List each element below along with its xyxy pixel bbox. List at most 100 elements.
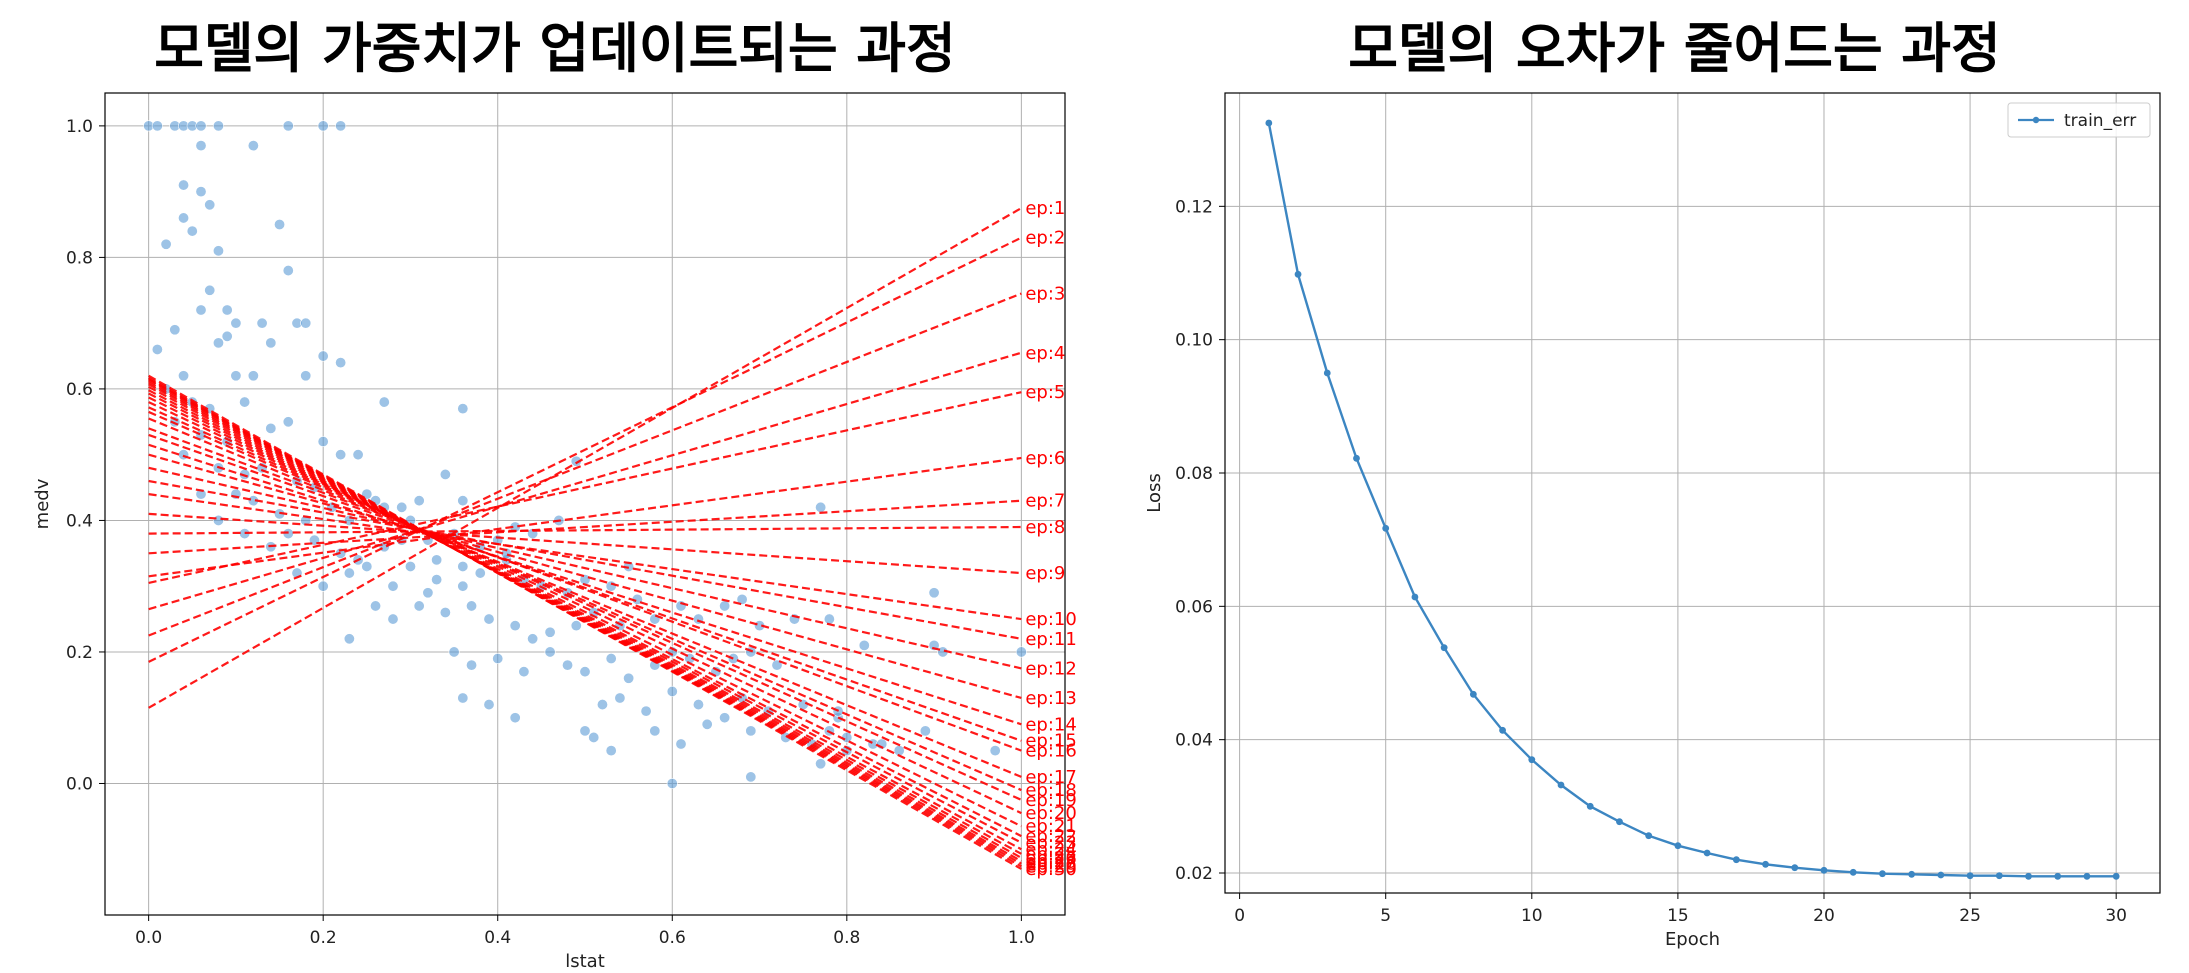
right-x-tick-label: 0 (1234, 906, 1245, 926)
scatter-point (666, 777, 678, 789)
loss-point (1382, 524, 1390, 532)
scatter-point (439, 468, 451, 480)
scatter-point (596, 699, 608, 711)
scatter-point (823, 613, 835, 625)
scatter-point (300, 370, 312, 382)
regression-line (148, 525, 1022, 535)
left-y-tick-label: 1.0 (66, 117, 93, 137)
scatter-point (692, 699, 704, 711)
scatter-point (247, 140, 259, 152)
scatter-point (745, 725, 757, 737)
scatter-point (221, 304, 233, 316)
scatter-point (736, 593, 748, 605)
epoch-label: ep:9 (1025, 563, 1065, 584)
left-x-tick-label: 0.0 (135, 928, 162, 948)
scatter-point (282, 265, 294, 277)
right-y-tick-label: 0.02 (1175, 864, 1213, 884)
left-tick-labels: 0.0 0.2 0.4 0.6 0.8 1.0 0.0 0.2 0.4 0.6 0.8 1.0 (66, 117, 1035, 948)
scatter-point (509, 620, 521, 632)
regression-line (148, 466, 1022, 670)
scatter-point (204, 284, 216, 296)
scatter-point (265, 422, 277, 434)
scatter-point (562, 659, 574, 671)
scatter-point (466, 659, 478, 671)
epoch-label: ep:22 (1025, 826, 1076, 847)
scatter-point (989, 745, 1001, 757)
scatter-point (666, 685, 678, 697)
scatter-point (623, 672, 635, 684)
scatter-point (893, 745, 905, 757)
scatter-point (282, 120, 294, 132)
epoch-label: ep:20 (1025, 803, 1076, 824)
scatter-point (570, 620, 582, 632)
epoch-label: ep:23 (1025, 833, 1076, 854)
scatter-point (518, 666, 530, 678)
scatter-point (204, 199, 216, 211)
regression-line (148, 392, 1022, 838)
loss-point (1703, 849, 1711, 857)
scatter-point (247, 370, 259, 382)
scatter-point (387, 613, 399, 625)
scatter-point (544, 626, 556, 638)
scatter-point (474, 567, 486, 579)
scatter-point (160, 238, 172, 250)
loss-line (1267, 122, 2117, 878)
regression-line (148, 493, 1022, 621)
scatter-point (282, 416, 294, 428)
scatter-point (335, 120, 347, 132)
epoch-label: ep:19 (1025, 790, 1076, 811)
scatter-point (151, 343, 163, 355)
epoch-label: ep:2 (1025, 228, 1065, 249)
scatter-point (509, 712, 521, 724)
scatter-point (239, 396, 251, 408)
scatter-point (212, 120, 224, 132)
left-y-tick-label: 0.4 (66, 511, 93, 531)
scatter-point (431, 554, 443, 566)
scatter-point (605, 653, 617, 665)
scatter-point (151, 120, 163, 132)
loss-point (1645, 832, 1653, 840)
regression-line (148, 512, 1022, 575)
right-y-axis-label: Loss (1144, 473, 1165, 512)
regression-line (148, 374, 1022, 870)
scatter-point (457, 495, 469, 507)
loss-point (1762, 860, 1769, 868)
scatter-point (457, 403, 469, 415)
epoch-label: ep:3 (1025, 284, 1065, 305)
scatter-point (544, 646, 556, 658)
loss-point (2083, 872, 2091, 880)
left-x-tick-label: 0.4 (484, 928, 511, 948)
loss-point (1791, 864, 1799, 872)
right-chart-title: 모델의 오차가 줄어드는 과정 (1348, 17, 2001, 80)
epoch-label: ep:25 (1025, 844, 1076, 865)
epoch-label: ep:11 (1025, 629, 1076, 650)
scatter-point (492, 653, 504, 665)
scatter-point (221, 330, 233, 342)
scatter-point (404, 560, 416, 572)
scatter-point (570, 455, 582, 467)
scatter-point (361, 560, 373, 572)
regression-line (148, 456, 1022, 578)
left-plot-frame (104, 92, 1066, 916)
scatter-point (1015, 646, 1027, 658)
scatter-point (413, 495, 425, 507)
regression-line (148, 236, 1022, 663)
loss-point (1323, 369, 1331, 377)
left-y-tick-label: 0.6 (66, 380, 93, 400)
left-x-tick-label: 1.0 (1008, 928, 1035, 948)
regression-line (148, 401, 1022, 815)
epoch-label: ep:6 (1025, 448, 1065, 469)
regression-line (148, 376, 1022, 868)
loss-point (1528, 756, 1536, 764)
scatter-point (483, 613, 495, 625)
left-x-tick-label: 0.2 (310, 928, 337, 948)
regression-line (148, 406, 1022, 801)
left-y-tick-label: 0.8 (66, 248, 93, 268)
epoch-label: ep:21 (1025, 816, 1076, 837)
scatter-point (352, 449, 364, 461)
loss-point (1616, 818, 1623, 826)
epoch-label: ep:1 (1025, 198, 1065, 219)
loss-point (1674, 842, 1682, 850)
epoch-label: ep:14 (1025, 714, 1076, 735)
regression-line (148, 351, 1022, 611)
